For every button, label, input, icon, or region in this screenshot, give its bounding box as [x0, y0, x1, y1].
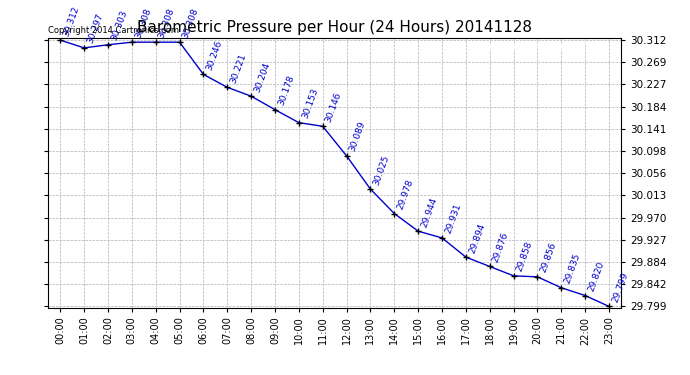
Text: 30.297: 30.297 — [86, 12, 105, 45]
Text: 30.308: 30.308 — [133, 7, 152, 39]
Text: 29.894: 29.894 — [467, 222, 486, 254]
Text: 30.246: 30.246 — [205, 39, 224, 72]
Text: 30.308: 30.308 — [181, 7, 200, 39]
Text: 29.858: 29.858 — [515, 240, 534, 273]
Text: 30.178: 30.178 — [277, 74, 295, 107]
Text: 29.978: 29.978 — [395, 178, 415, 211]
Text: 29.856: 29.856 — [539, 242, 558, 274]
Text: 29.820: 29.820 — [586, 260, 606, 293]
Text: 30.089: 30.089 — [348, 120, 367, 153]
Text: 29.944: 29.944 — [420, 196, 439, 228]
Text: 30.146: 30.146 — [324, 91, 344, 123]
Text: 29.876: 29.876 — [491, 231, 511, 264]
Text: 30.303: 30.303 — [109, 9, 128, 42]
Text: 30.204: 30.204 — [253, 61, 272, 93]
Title: Barometric Pressure per Hour (24 Hours) 20141128: Barometric Pressure per Hour (24 Hours) … — [137, 20, 532, 35]
Text: 29.799: 29.799 — [611, 271, 630, 304]
Text: 30.221: 30.221 — [228, 52, 248, 85]
Text: 30.153: 30.153 — [300, 87, 319, 120]
Text: 30.025: 30.025 — [372, 154, 391, 186]
Text: Copyright 2014 Cartronics.com: Copyright 2014 Cartronics.com — [48, 26, 179, 35]
Text: 29.931: 29.931 — [444, 202, 463, 235]
Text: 30.312: 30.312 — [61, 4, 81, 38]
Text: 29.835: 29.835 — [563, 252, 582, 285]
Text: 30.308: 30.308 — [157, 7, 177, 39]
